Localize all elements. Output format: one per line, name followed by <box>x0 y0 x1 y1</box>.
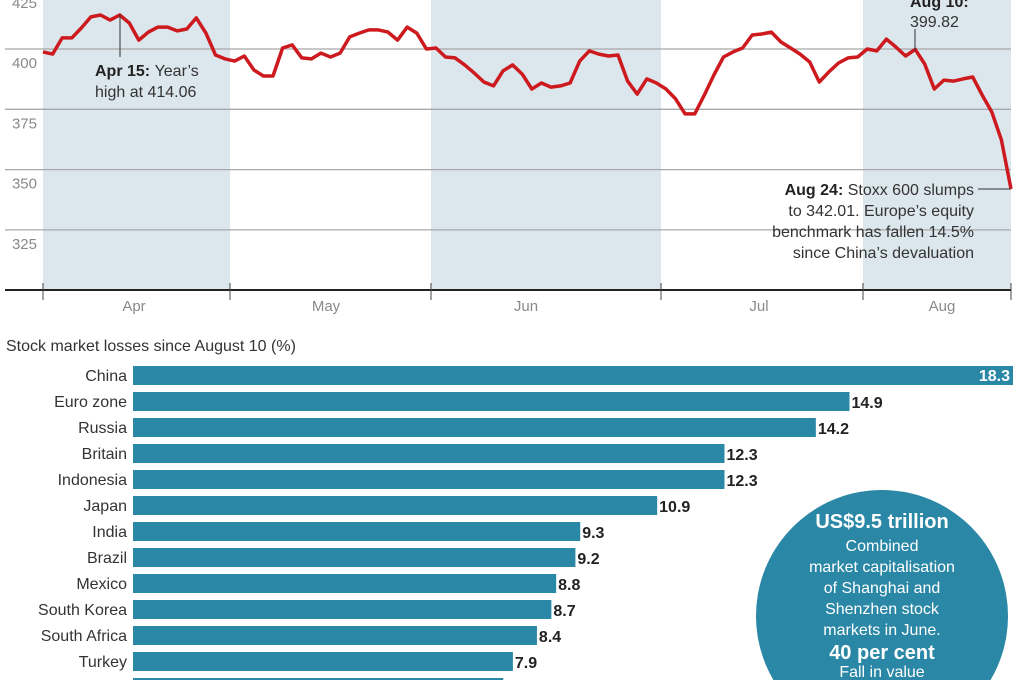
y-tick-label: 350 <box>12 176 37 193</box>
bar-china <box>133 366 1013 385</box>
bar-value-label: 14.9 <box>852 395 883 412</box>
bar-brazil <box>133 548 576 567</box>
annotation-aug10-value: 399.82 <box>910 14 959 31</box>
annotation-apr15-line2: high at 414.06 <box>95 84 197 101</box>
callout-text: Combined <box>846 538 919 555</box>
bar-value-label: 8.4 <box>539 629 561 646</box>
bar-partial <box>133 678 504 680</box>
bar-value-label: 14.2 <box>818 421 849 438</box>
bar-britain <box>133 444 725 463</box>
bar-euro-zone <box>133 392 850 411</box>
annotation-aug24: Aug 24: Stoxx 600 slumps <box>785 182 974 199</box>
annotation-bold: Aug 24: <box>785 182 848 199</box>
bar-value-label: 8.8 <box>558 577 580 594</box>
bar-indonesia <box>133 470 725 489</box>
month-band-apr <box>43 0 230 290</box>
bar-category-label: Euro zone <box>54 394 127 411</box>
x-tick-label: Apr <box>122 298 145 315</box>
month-band-aug <box>863 0 1011 290</box>
annotation-aug24-line: benchmark has fallen 14.5% <box>772 224 974 241</box>
y-tick-label: 400 <box>12 55 37 72</box>
bar-value-label: 9.2 <box>577 551 599 568</box>
callout-headline: US$9.5 trillion <box>815 511 948 533</box>
callout-text-2: Fall in value <box>839 664 924 680</box>
y-tick-label: 375 <box>12 115 37 132</box>
bar-category-label: Japan <box>83 498 127 515</box>
x-tick-label: Jul <box>749 298 768 315</box>
bar-category-label: Brazil <box>87 550 127 567</box>
annotation-bold: Apr 15: <box>95 63 155 80</box>
bar-category-label: Britain <box>82 446 127 463</box>
month-band-jun <box>431 0 661 290</box>
callout-circle <box>756 490 1008 680</box>
x-tick-label: Aug <box>929 298 956 315</box>
bar-category-label: Turkey <box>79 654 127 671</box>
annotation-text: Stoxx 600 slumps <box>848 182 974 199</box>
y-tick-label: 325 <box>12 236 37 253</box>
annotation-aug24-line: to 342.01. Europe’s equity <box>788 203 974 220</box>
bar-mexico <box>133 574 557 593</box>
annotation-apr15: Apr 15: Year’s <box>95 63 199 80</box>
x-tick-label: Jun <box>514 298 538 315</box>
bar-value-label: 8.7 <box>553 603 575 620</box>
bar-turkey <box>133 652 513 671</box>
bar-south-africa <box>133 626 537 645</box>
bar-south-korea <box>133 600 552 619</box>
bar-value-label: 12.3 <box>726 447 757 464</box>
bar-russia <box>133 418 816 437</box>
annotation-text: Year’s <box>155 63 199 80</box>
callout-headline-2: 40 per cent <box>829 642 935 664</box>
bar-india <box>133 522 581 541</box>
y-tick-label: 425 <box>12 0 37 12</box>
stoxx-600-line <box>42 13 1013 190</box>
annotation-aug10-bold: Aug 10: <box>910 0 969 11</box>
bar-value-label: 9.3 <box>582 525 604 542</box>
callout-text: markets in June. <box>823 622 940 639</box>
bar-value-label: 7.9 <box>515 655 537 672</box>
bar-category-label: South Africa <box>41 628 127 645</box>
bar-category-label: Mexico <box>76 576 127 593</box>
callout-text: of Shanghai and <box>824 580 941 597</box>
bar-value-label: 18.3 <box>979 368 1010 385</box>
bar-category-label: Russia <box>78 420 127 437</box>
bar-category-label: India <box>92 524 127 541</box>
bar-japan <box>133 496 658 515</box>
bar-category-label: Indonesia <box>58 472 127 489</box>
x-tick-label: May <box>312 298 341 315</box>
bar-value-label: 12.3 <box>726 473 757 490</box>
bar-category-label: China <box>85 368 127 385</box>
callout-text: Shenzhen stock <box>825 601 940 618</box>
bar-category-label: South Korea <box>38 602 127 619</box>
annotation-aug24-line: since China’s devaluation <box>793 245 974 262</box>
bar-value-label: 10.9 <box>659 499 690 516</box>
callout-text: market capitalisation <box>809 559 955 576</box>
bar-chart-title: Stock market losses since August 10 (%) <box>6 338 296 355</box>
